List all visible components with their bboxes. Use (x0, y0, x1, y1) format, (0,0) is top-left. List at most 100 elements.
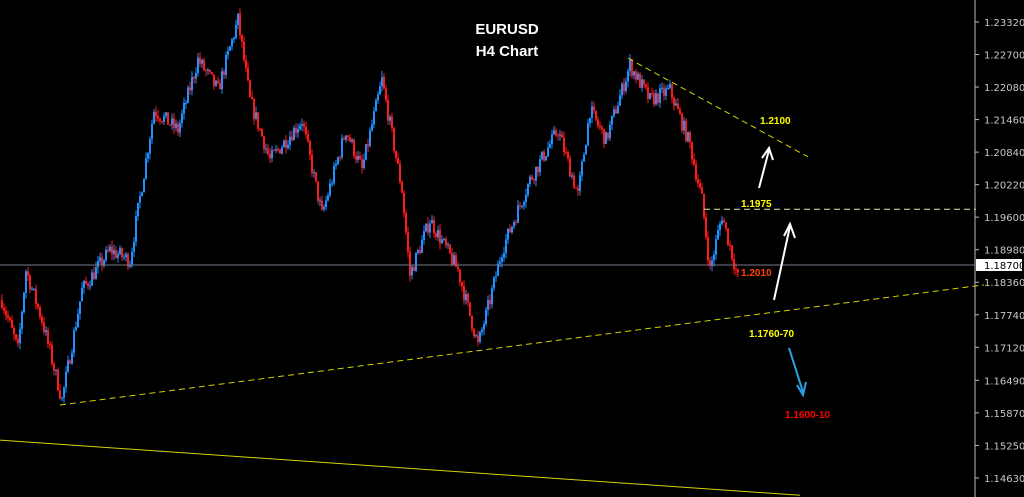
candle (63, 386, 65, 404)
candle (301, 118, 303, 131)
candle (643, 79, 645, 89)
candle (337, 156, 339, 166)
candle (569, 154, 571, 177)
candle (223, 69, 225, 80)
candle (527, 183, 529, 198)
candle (589, 117, 591, 128)
candle (577, 184, 579, 196)
candle (447, 241, 449, 249)
candle (117, 250, 119, 263)
candle (625, 77, 627, 94)
candle (473, 327, 475, 339)
candle (281, 145, 283, 155)
candle (557, 132, 559, 141)
candle (351, 137, 353, 144)
candle (441, 234, 443, 245)
candle (31, 286, 33, 291)
candle (731, 245, 733, 262)
candle (429, 220, 431, 238)
candle (227, 46, 229, 60)
candle (675, 98, 677, 107)
candle (369, 127, 371, 148)
candle (591, 100, 593, 124)
chart-subtitle: H4 Chart (476, 43, 539, 60)
candle (631, 58, 633, 79)
candle (51, 341, 53, 367)
candle (737, 268, 739, 278)
candle (79, 301, 81, 320)
candle (261, 127, 263, 137)
candle (175, 119, 177, 132)
candle (179, 119, 181, 138)
candle (463, 280, 465, 305)
candle (511, 226, 513, 235)
candle (57, 367, 59, 392)
candle (655, 89, 657, 106)
candle (307, 129, 309, 143)
candle (229, 45, 231, 51)
annotation-1-1975: 1.1975 (741, 199, 772, 210)
candle (49, 341, 51, 350)
candle (545, 155, 547, 162)
candle (289, 130, 291, 150)
candle (475, 333, 477, 338)
y-tick-label: 1.21460 (984, 116, 1024, 127)
y-tick-label: 1.20840 (984, 148, 1024, 159)
candle (45, 326, 47, 337)
candle (593, 101, 595, 115)
candle (225, 51, 227, 79)
candle (217, 76, 219, 85)
candle (645, 83, 647, 91)
candle (733, 253, 735, 275)
candle (719, 221, 721, 237)
candle (621, 82, 623, 100)
candle (139, 191, 141, 209)
candle (103, 258, 105, 269)
candle (265, 143, 267, 154)
arrow-up-icon (773, 221, 796, 301)
candle (641, 74, 643, 92)
candle (515, 219, 517, 226)
candle (233, 36, 235, 44)
candle (27, 266, 29, 282)
candle (663, 83, 665, 101)
candle (187, 85, 189, 104)
candle (661, 82, 663, 93)
candle (493, 276, 495, 292)
candle (501, 254, 503, 268)
candle (107, 245, 109, 254)
candle (451, 247, 453, 267)
candle (247, 62, 249, 82)
candle (311, 149, 313, 178)
candle (155, 106, 157, 123)
candle (25, 269, 27, 299)
candle (649, 92, 651, 100)
candle (367, 138, 369, 152)
y-axis-ticks: 1.23320 1.22700 1.22080 1.21460 1.20840 1.202… (975, 18, 1024, 485)
candle (237, 13, 239, 30)
candle (357, 151, 359, 163)
candle (75, 321, 77, 332)
candle (315, 171, 317, 183)
candle (477, 330, 479, 347)
annotation-1-1600-10: 1.1600-10 (785, 410, 830, 421)
candle (313, 169, 315, 178)
candle (295, 123, 297, 138)
candle (123, 253, 125, 261)
candle (105, 246, 107, 263)
candle (47, 327, 49, 349)
candle (259, 127, 261, 132)
y-tick-label: 1.23320 (984, 18, 1024, 29)
candle (715, 234, 717, 260)
candle (563, 131, 565, 157)
candle (685, 118, 687, 143)
candle (35, 284, 37, 310)
candle (363, 153, 365, 170)
candle (7, 310, 9, 323)
candle (639, 72, 641, 89)
candle (709, 257, 711, 270)
y-tick-label: 1.14630 (984, 474, 1024, 485)
candle (193, 75, 195, 84)
candle (407, 226, 409, 258)
candle (491, 284, 493, 309)
